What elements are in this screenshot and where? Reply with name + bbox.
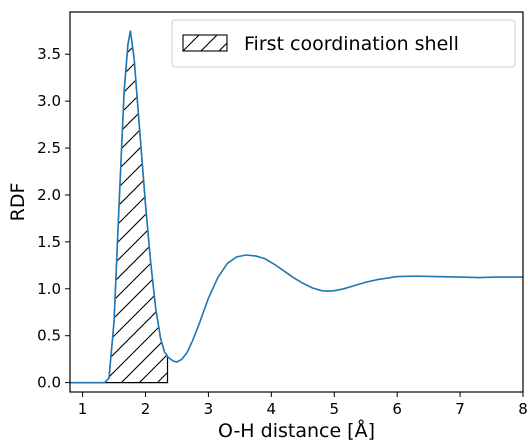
- rdf-series-line: [70, 30, 523, 384]
- legend-frame: [171, 19, 516, 68]
- x-tick-label: 2: [141, 400, 151, 418]
- y-tick-label: 3.0: [37, 92, 61, 110]
- x-tick-label: 7: [455, 400, 465, 418]
- y-tick-label: 2.5: [37, 139, 61, 157]
- x-tick-label: 3: [204, 400, 214, 418]
- x-tick-label: 4: [267, 400, 277, 418]
- legend-hatch-swatch: [182, 34, 228, 52]
- plot-frame: [69, 11, 524, 393]
- y-tick-label: 2.0: [37, 186, 61, 204]
- y-axis-title: RDF: [7, 183, 29, 222]
- y-tick-label: 0.5: [37, 327, 61, 345]
- x-tick-label: 8: [518, 400, 528, 418]
- y-tick-label: 1.5: [37, 233, 61, 251]
- y-tick-label: 0.0: [37, 374, 61, 392]
- y-tick-label: 3.5: [37, 45, 61, 63]
- x-tick-label: 5: [329, 400, 339, 418]
- y-tick-label: 1.0: [37, 280, 61, 298]
- legend: First coordination shell: [171, 19, 516, 68]
- legend-label: First coordination shell: [244, 33, 459, 55]
- x-tick-label: 6: [392, 400, 402, 418]
- x-tick-label: 1: [78, 400, 88, 418]
- x-axis-title: O-H distance [Å]: [218, 419, 375, 442]
